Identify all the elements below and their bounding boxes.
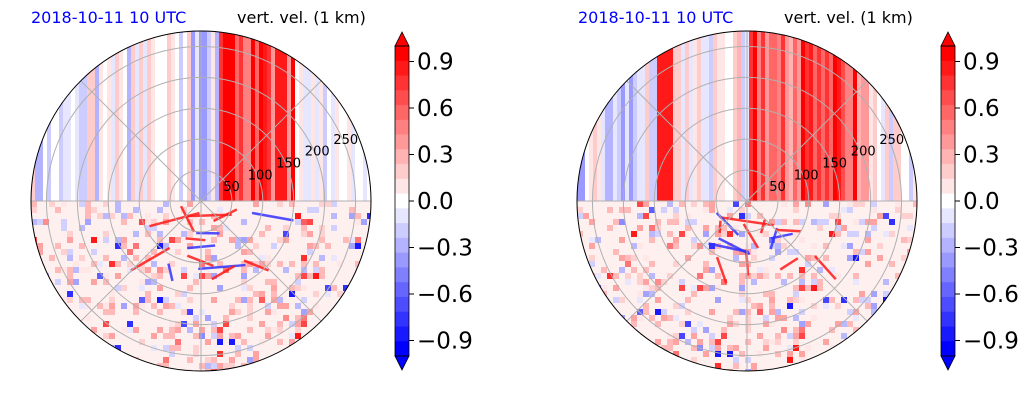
colorbar-extend-min xyxy=(394,355,410,371)
colorbar-tick-label: −0.9 xyxy=(417,329,473,355)
panel-2-colorbar: 0.9 0.6 0.3 0.0 −0.3 −0.6 −0.9 xyxy=(940,31,1019,371)
panel-2-title-left: 2018-10-11 10 UTC xyxy=(578,8,734,27)
radial-tick-label: 200 xyxy=(305,145,330,160)
panel-2-outline xyxy=(576,30,918,372)
radial-tick-label: 250 xyxy=(333,133,358,148)
colorbar-tick-label: 0.3 xyxy=(417,143,454,169)
radial-tick-label: 100 xyxy=(248,168,273,183)
colorbar-tick-label: 0.0 xyxy=(963,189,1000,215)
colorbar-tick-label: 0.9 xyxy=(417,50,454,76)
radial-tick-label: 50 xyxy=(223,180,240,195)
radial-tick-label: 250 xyxy=(879,133,904,148)
panel-1-colorbar: 0.9 0.6 0.3 0.0 −0.3 −0.6 −0.9 xyxy=(394,31,473,371)
colorbar-tick-label: 0.3 xyxy=(963,143,1000,169)
panel-2-grid xyxy=(577,31,917,371)
colorbar-extend-max xyxy=(940,31,956,47)
panel-1-grid xyxy=(31,31,371,371)
radial-tick-label: 150 xyxy=(822,157,847,172)
colorbar-tick-label: 0.9 xyxy=(963,50,1000,76)
colorbar-extend-max xyxy=(394,31,410,47)
panel-1-title-right: vert. vel. (1 km) xyxy=(237,8,366,27)
colorbar-tick-label: −0.9 xyxy=(963,329,1019,355)
radial-tick-label: 50 xyxy=(769,180,786,195)
panel-1-title-left: 2018-10-11 10 UTC xyxy=(31,8,187,27)
panel-1-outline xyxy=(30,30,372,372)
colorbar-extend-min xyxy=(940,355,956,371)
panel-2-title-right: vert. vel. (1 km) xyxy=(784,8,913,27)
colorbar-tick-label: −0.3 xyxy=(417,236,473,262)
radial-tick-label: 150 xyxy=(276,157,301,172)
colorbar-tick-label: 0.6 xyxy=(417,96,454,122)
radial-tick-label: 200 xyxy=(851,145,876,160)
colorbar-tick-label: −0.3 xyxy=(963,236,1019,262)
colorbar-tick-label: −0.6 xyxy=(963,282,1019,308)
colorbar-tick-label: 0.0 xyxy=(417,189,454,215)
radial-tick-label: 100 xyxy=(794,168,819,183)
colorbar-tick-label: 0.6 xyxy=(963,96,1000,122)
colorbar-tick-label: −0.6 xyxy=(417,282,473,308)
